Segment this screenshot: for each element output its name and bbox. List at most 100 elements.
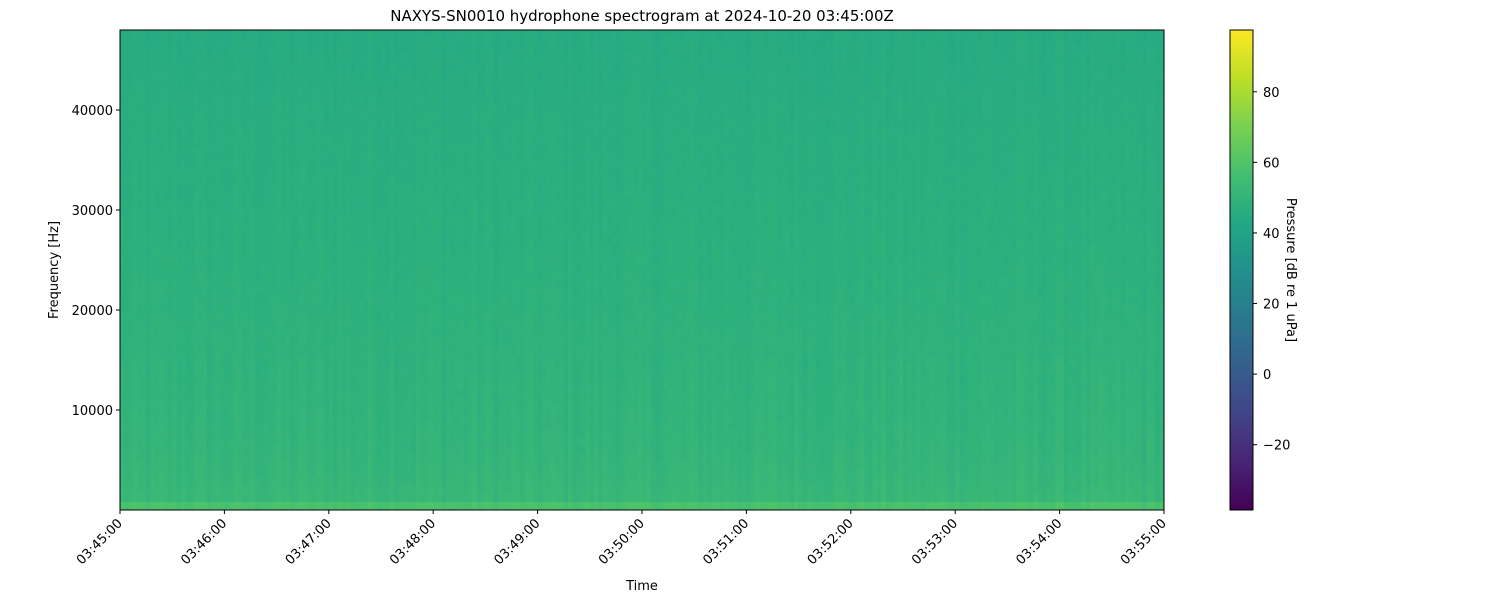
heatmap-cell — [272, 134, 277, 142]
heatmap-cell — [1012, 118, 1017, 126]
heatmap-cell — [1042, 54, 1047, 62]
heatmap-cell — [860, 70, 865, 78]
heatmap-cell — [864, 182, 869, 190]
heatmap-cell — [881, 142, 886, 150]
heatmap-cell — [559, 38, 564, 46]
heatmap-cell — [1077, 102, 1082, 110]
heatmap-cell — [955, 94, 960, 102]
heatmap-cell — [307, 38, 312, 46]
heatmap-cell — [812, 78, 817, 86]
heatmap-cell — [381, 70, 386, 78]
heatmap-cell — [825, 166, 830, 174]
heatmap-cell — [851, 190, 856, 198]
heatmap-cell — [755, 118, 760, 126]
heatmap-cell — [442, 30, 447, 38]
heatmap-cell — [542, 86, 547, 94]
heatmap-cell — [968, 142, 973, 150]
heatmap-cell — [607, 150, 612, 158]
heatmap-cell — [433, 150, 438, 158]
heatmap-cell — [542, 102, 547, 110]
heatmap-cell — [620, 118, 625, 126]
heatmap-cell — [329, 102, 334, 110]
heatmap-cell — [224, 158, 229, 166]
heatmap-cell — [642, 46, 647, 54]
heatmap-cell — [577, 158, 582, 166]
heatmap-cell — [585, 62, 590, 70]
heatmap-cell — [790, 78, 795, 86]
heatmap-cell — [1060, 102, 1065, 110]
heatmap-cell — [1090, 54, 1095, 62]
heatmap-cell — [224, 190, 229, 198]
heatmap-cell — [1147, 150, 1152, 158]
heatmap-cell — [773, 142, 778, 150]
heatmap-cell — [616, 38, 621, 46]
heatmap-cell — [368, 30, 373, 38]
heatmap-cell — [211, 78, 216, 86]
heatmap-cell — [625, 158, 630, 166]
heatmap-cell — [1068, 94, 1073, 102]
heatmap-cell — [516, 182, 521, 190]
heatmap-cell — [777, 142, 782, 150]
heatmap-cell — [733, 150, 738, 158]
heatmap-cell — [716, 62, 721, 70]
heatmap-cell — [864, 102, 869, 110]
heatmap-cell — [498, 158, 503, 166]
heatmap-cell — [220, 62, 225, 70]
heatmap-cell — [638, 78, 643, 86]
heatmap-cell — [233, 158, 238, 166]
heatmap-cell — [377, 30, 382, 38]
heatmap-cell — [1034, 46, 1039, 54]
heatmap-cell — [616, 94, 621, 102]
heatmap-cell — [307, 166, 312, 174]
heatmap-cell — [694, 94, 699, 102]
heatmap-cell — [355, 182, 360, 190]
heatmap-cell — [690, 142, 695, 150]
heatmap-cell — [1025, 134, 1030, 142]
heatmap-cell — [403, 182, 408, 190]
heatmap-cell — [216, 190, 221, 198]
heatmap-cell — [520, 78, 525, 86]
heatmap-cell — [929, 30, 934, 38]
heatmap-cell — [477, 110, 482, 118]
heatmap-cell — [868, 126, 873, 134]
heatmap-cell — [1077, 126, 1082, 134]
heatmap-cell — [459, 110, 464, 118]
heatmap-cell — [1047, 94, 1052, 102]
heatmap-cell — [233, 174, 238, 182]
heatmap-cell — [259, 94, 264, 102]
heatmap-cell — [246, 30, 251, 38]
heatmap-cell — [973, 102, 978, 110]
heatmap-cell — [677, 190, 682, 198]
heatmap-cell — [411, 94, 416, 102]
heatmap-cell — [1042, 30, 1047, 38]
heatmap-cell — [794, 70, 799, 78]
heatmap-cell — [842, 102, 847, 110]
heatmap-cell — [759, 126, 764, 134]
heatmap-cell — [124, 94, 129, 102]
heatmap-cell — [472, 102, 477, 110]
heatmap-cell — [686, 150, 691, 158]
heatmap-cell — [890, 110, 895, 118]
heatmap-cell — [903, 142, 908, 150]
heatmap-cell — [1055, 78, 1060, 86]
heatmap-cell — [742, 62, 747, 70]
heatmap-cell — [264, 110, 269, 118]
heatmap-cell — [968, 118, 973, 126]
heatmap-cell — [903, 62, 908, 70]
heatmap-cell — [1151, 110, 1156, 118]
heatmap-cell — [1138, 182, 1143, 190]
heatmap-cell — [246, 78, 251, 86]
heatmap-cell — [699, 46, 704, 54]
heatmap-cell — [194, 38, 199, 46]
heatmap-cell — [990, 70, 995, 78]
heatmap-cell — [790, 94, 795, 102]
heatmap-cell — [211, 70, 216, 78]
heatmap-cell — [651, 182, 656, 190]
heatmap-cell — [886, 86, 891, 94]
heatmap-cell — [355, 150, 360, 158]
heatmap-cell — [542, 110, 547, 118]
heatmap-cell — [699, 62, 704, 70]
heatmap-cell — [1038, 30, 1043, 38]
heatmap-cell — [655, 158, 660, 166]
heatmap-cell — [807, 102, 812, 110]
